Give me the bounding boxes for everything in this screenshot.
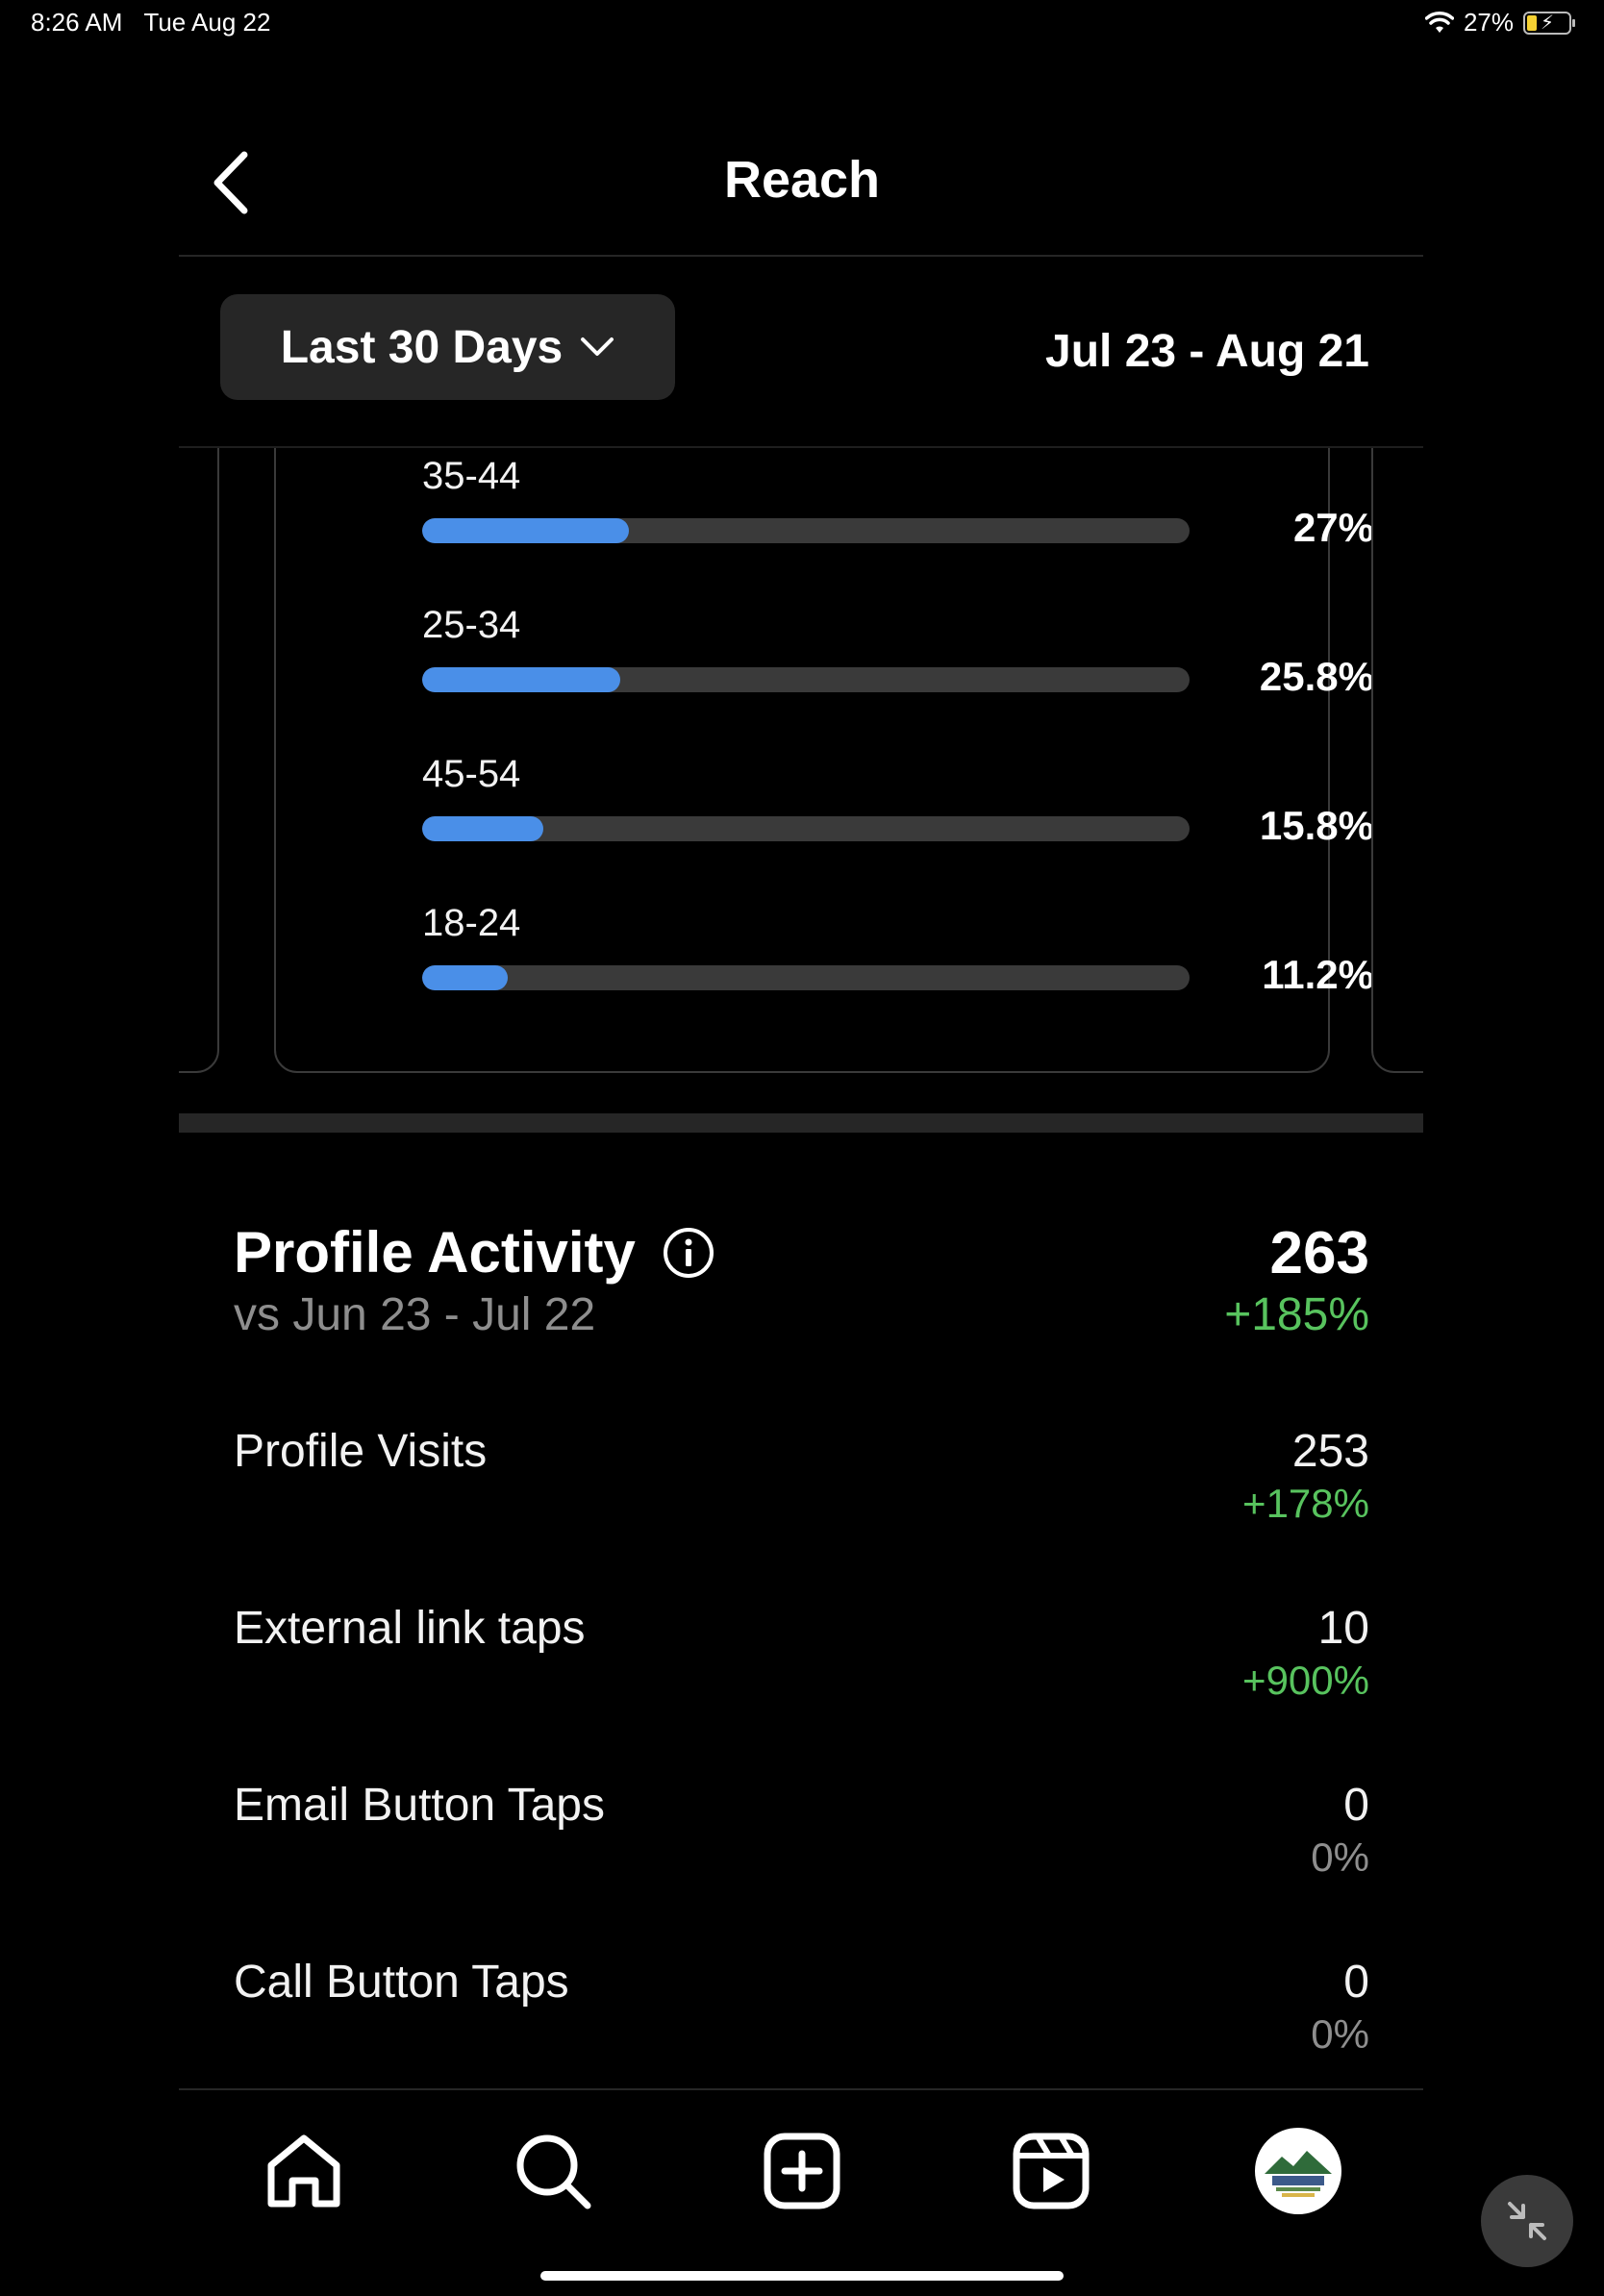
nav-reels[interactable] [1005,2125,1097,2217]
age-row: 18-24 11.2% [422,902,1374,997]
age-bar-fill [422,816,544,841]
page-title: Reach [723,151,881,209]
nav-home[interactable] [258,2125,350,2217]
metric-label: Call Button Taps [234,1957,569,2008]
info-icon[interactable] [663,1227,714,1279]
age-row: 35-44 27% [422,455,1374,550]
age-percent: 15.8% [1259,803,1374,848]
age-label: 25-34 [422,604,521,646]
nav-profile[interactable] [1252,2125,1344,2217]
age-label: 18-24 [422,902,521,944]
age-percent: 25.8% [1259,654,1374,699]
metric-value: 0 [1343,1780,1369,1831]
chevron-down-icon [581,337,614,356]
age-range-card: 35-44 27% 25-34 25.8% 45-54 15.8% 18-24 … [274,448,1374,1073]
age-label: 45-54 [422,753,521,795]
age-bar-fill [422,518,630,543]
status-bar-left: 8:26 AM Tue Aug 22 [31,8,270,37]
metric-change: +900% [1242,1658,1369,1703]
wifi-icon [1424,11,1454,33]
metric-value: 10 [1317,1603,1369,1654]
battery-icon: ⚡ [1523,11,1575,35]
age-bar-track [422,667,1190,692]
back-button[interactable] [202,144,260,221]
metric-label: External link taps [234,1603,586,1654]
previous-card-edge [179,448,219,1073]
status-time: 8:26 AM [31,8,123,37]
profile-activity-change: +185% [1224,1289,1369,1340]
metric-change: 0% [1311,1834,1369,1880]
search-icon [516,2134,591,2209]
age-bar-track [422,518,1190,543]
section-divider [179,1113,1423,1133]
battery-percent: 27% [1463,8,1514,37]
filter-divider [179,446,1423,448]
profile-activity-heading: Profile Activity [234,1219,714,1285]
status-bar-right: 27% ⚡ [1424,8,1575,37]
next-card-edge [1371,448,1423,1073]
reels-icon [1013,2133,1090,2209]
profile-avatar [1255,2128,1341,2214]
metric-value: 0 [1343,1957,1369,2008]
age-bar-fill [422,965,509,990]
nav-create[interactable] [756,2125,848,2217]
age-bar-track [422,965,1190,990]
metric-value: 253 [1291,1426,1369,1477]
metric-change: 0% [1311,2011,1369,2057]
age-range-carousel[interactable]: 35-44 27% 25-34 25.8% 45-54 15.8% 18-24 … [179,448,1423,1073]
age-bar-fill [422,667,620,692]
nav-search[interactable] [507,2125,599,2217]
home-indicator [540,2271,1064,2281]
metric-label: Profile Visits [234,1426,488,1477]
create-icon [764,2133,840,2209]
age-bar-track [422,816,1190,841]
age-percent: 11.2% [1262,952,1374,997]
age-row: 25-34 25.8% [422,604,1374,699]
metric-label: Email Button Taps [234,1780,605,1831]
collapse-arrows-icon [1508,2202,1546,2240]
profile-activity-title: Profile Activity [234,1220,636,1285]
metric-change: +178% [1242,1481,1369,1526]
age-label: 35-44 [422,455,521,497]
status-date: Tue Aug 22 [143,8,271,37]
minimize-button[interactable] [1481,2175,1573,2267]
date-range-dropdown[interactable]: Last 30 Days [220,294,675,400]
age-percent: 27% [1292,505,1374,550]
date-range-dropdown-label: Last 30 Days [280,321,564,373]
profile-activity-total: 263 [1269,1220,1369,1286]
comparison-period: vs Jun 23 - Jul 22 [234,1289,596,1340]
home-icon [267,2134,340,2208]
nav-divider [179,2088,1423,2090]
age-row: 45-54 15.8% [422,753,1374,848]
header-divider [179,255,1423,257]
chevron-left-icon [213,151,248,214]
date-range-text: Jul 23 - Aug 21 [1045,326,1369,377]
